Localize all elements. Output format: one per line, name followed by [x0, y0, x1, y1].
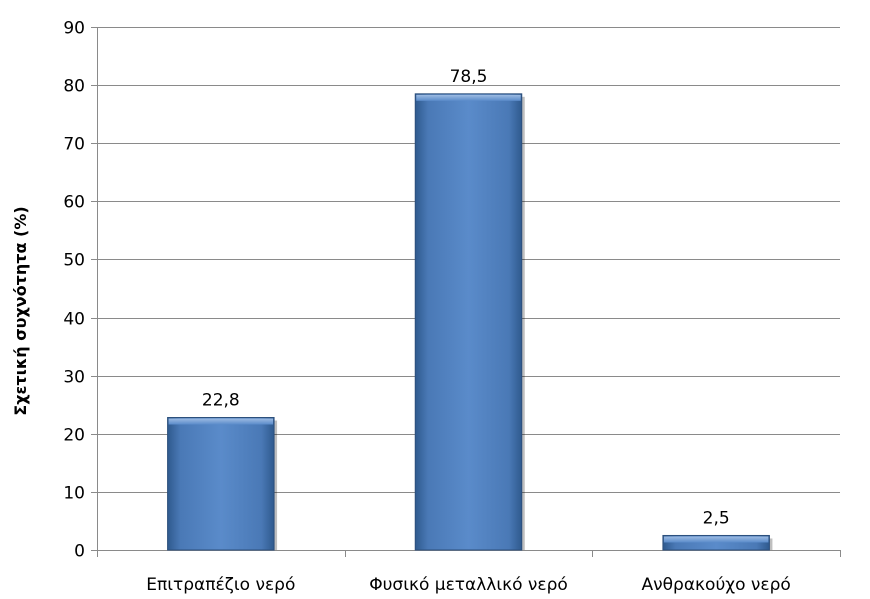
data-label: 22,8 — [202, 391, 240, 411]
y-tick-label: 10 — [63, 484, 85, 504]
y-tick-label: 30 — [63, 368, 85, 388]
bar-bevel — [416, 94, 521, 101]
y-tick-label: 0 — [74, 542, 85, 562]
y-tick-label: 20 — [63, 426, 85, 446]
y-tick-label: 50 — [63, 251, 85, 271]
y-axis-title: Σχετική συχνότητα (%) — [11, 206, 30, 415]
y-tick-label: 70 — [63, 135, 85, 155]
bar-body — [167, 417, 275, 551]
bar-body — [414, 93, 523, 551]
x-category-label: Φυσικό μεταλλικό νερό — [369, 575, 568, 595]
bars — [167, 93, 773, 551]
x-category-label: Επιτραπέζιο νερό — [146, 575, 295, 595]
bar-3 — [662, 534, 773, 551]
bar-bevel — [663, 536, 769, 543]
y-tick-label: 90 — [63, 19, 85, 39]
y-tick-label: 40 — [63, 310, 85, 330]
bar-1 — [167, 417, 278, 551]
data-label: 2,5 — [703, 508, 730, 528]
x-category-label: Ανθρακούχο νερό — [642, 575, 791, 595]
bar-2 — [414, 93, 525, 551]
y-tick-label: 80 — [63, 77, 85, 97]
bar-bevel — [168, 418, 274, 425]
labels: 0 10 20 30 40 50 60 70 80 90 22,8 Επιτραπέζιο νερό 7… — [63, 19, 790, 596]
data-label: 78,5 — [450, 67, 488, 87]
y-tick-label: 60 — [63, 193, 85, 213]
